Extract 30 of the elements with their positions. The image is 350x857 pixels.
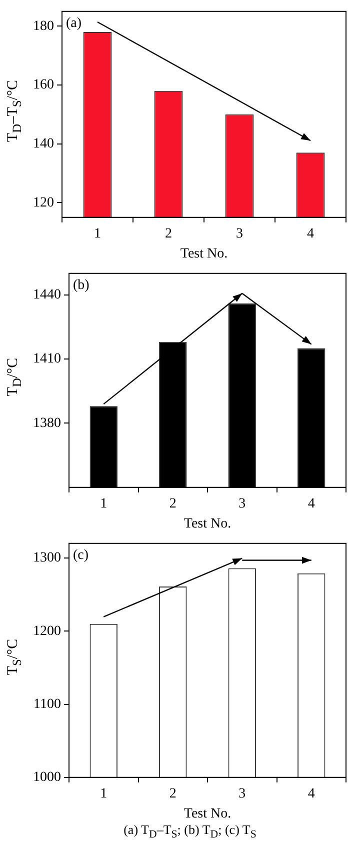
x-axis-title: Test No.	[184, 806, 232, 822]
x-tick-label: 4	[307, 226, 314, 242]
y-tick-label: 1000	[33, 770, 61, 786]
chart-title: (c)	[73, 548, 89, 564]
text: (a) T$_{D}$–T$_{S}$; (b) T$_{D}$; (c) T$_{S}$	[122, 822, 258, 841]
y-tick-label: 140	[33, 136, 54, 152]
x-axis-title: Test No.	[184, 516, 232, 532]
x-axis-title: Test No.	[180, 246, 228, 262]
y-tick-label: 1440	[33, 287, 61, 302]
x-tick-label: 3	[238, 786, 246, 802]
y-tick-label: 1100	[34, 696, 61, 712]
x-tick-label: 2	[169, 496, 176, 512]
x-tick-label: 1	[100, 496, 108, 512]
y-tick-label: 1300	[33, 550, 61, 566]
y-tick-label: 1200	[33, 624, 61, 639]
y-tick-label: 180	[33, 18, 54, 34]
x-tick-label: 3	[236, 226, 243, 242]
y-tick-label: 160	[33, 78, 54, 93]
x-tick-label: 2	[169, 786, 176, 802]
x-tick-label: 1	[100, 786, 108, 802]
y-tick-label: 1410	[33, 352, 61, 367]
x-tick-label: 4	[308, 786, 315, 802]
y-tick-label: 120	[33, 195, 54, 210]
x-tick-label: 4	[308, 496, 315, 512]
x-tick-label: 3	[238, 496, 246, 512]
x-tick-label: 1	[94, 226, 101, 242]
chart-title: (b)	[73, 278, 90, 294]
y-tick-label: 1380	[33, 416, 61, 431]
x-tick-label: 2	[165, 226, 172, 242]
chart-title: (a)	[66, 16, 82, 32]
